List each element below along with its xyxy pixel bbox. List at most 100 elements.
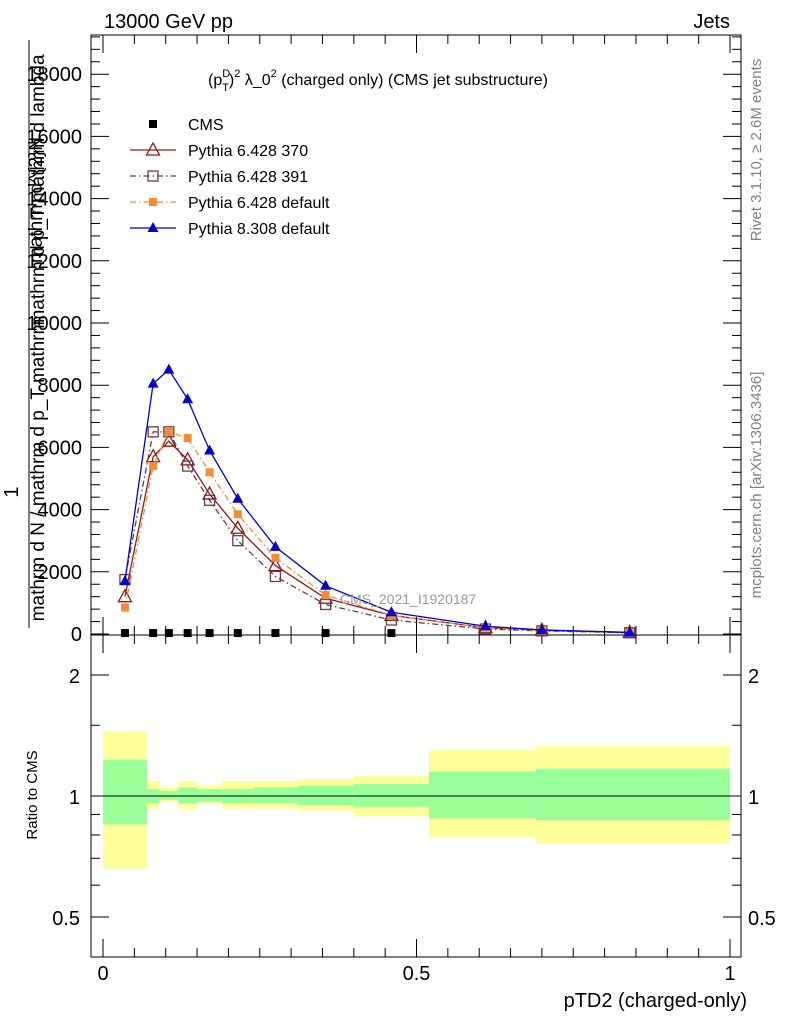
legend-label: Pythia 8.308 default [188, 221, 330, 238]
main-ytick-label: 12000 [26, 251, 82, 273]
ratio-ylabel: Ratio to CMS [24, 750, 41, 839]
title-part-g: 2 [271, 68, 277, 80]
data-point [147, 377, 159, 388]
main-ytick-label: 8000 [38, 375, 83, 397]
data-point [164, 427, 173, 436]
main-ytick-label: 0 [71, 624, 82, 646]
data-point [183, 434, 192, 443]
ratio-stat-band [253, 787, 298, 804]
series-pythia-8-308-default [119, 363, 636, 637]
main-ylabel: mathrm d^{2}N mathrm d p_T mathrm d lamb… [1, 40, 49, 628]
main-ytick-label: 16000 [26, 126, 82, 148]
data-point [205, 629, 214, 638]
header-jets: Jets [693, 11, 730, 33]
chart-title: (pD T)2 λ_02 (charged only) (CMS jet subs… [208, 68, 548, 94]
legend-entry: Pythia 6.428 391 [130, 169, 308, 186]
legend-label: CMS [188, 117, 224, 134]
data-point [120, 603, 129, 612]
legend-label: Pythia 6.428 370 [188, 143, 308, 160]
main-ytick-label: 10000 [26, 313, 82, 335]
data-point [145, 448, 161, 463]
data-point [320, 579, 332, 590]
data-point [387, 629, 396, 638]
data-point [120, 629, 129, 638]
mcplots-label: mcplots.cern.ch [arXiv:1306.3436] [748, 372, 765, 599]
data-point [271, 553, 280, 562]
data-point [232, 535, 244, 547]
data-point [269, 570, 282, 583]
ylabel-denominator: mathrm d N / mathrm d p_T mathrm [28, 319, 49, 622]
ratio-axis-ticks: 0.5 0.5 1 1 2 2 0 0.5 1 [52, 635, 776, 985]
ylabel-numerator-1: mathrm d^{2}N [26, 137, 47, 263]
title-part-a: (p [208, 72, 222, 89]
data-point [319, 598, 332, 611]
ratio-xtick-label: 0 [97, 963, 108, 985]
data-point [183, 629, 192, 638]
title-part-h: (charged only) (CMS jet substructure) [277, 72, 548, 89]
data-point [230, 519, 246, 534]
data-point [267, 557, 284, 572]
main-ytick-label: 2000 [38, 562, 83, 584]
main-ytick-label: 4000 [38, 500, 83, 522]
ratio-stat-band [297, 785, 354, 805]
ratio-ytick-label: 2 [69, 666, 80, 688]
title-part-e: 2 [234, 68, 240, 80]
legend-entry: Pythia 6.428 default [130, 195, 330, 212]
data-point [147, 426, 159, 438]
legend-entry: CMS [149, 117, 224, 134]
data-point [163, 363, 175, 374]
data-point [205, 468, 214, 477]
legend-marker [147, 222, 159, 232]
analysis-watermark: CMS_2021_I1920187 [340, 591, 476, 607]
ylabel-numerator-2: mathrm d p_T mathrm d lambda [28, 54, 49, 325]
title-part-d: ) [229, 72, 234, 89]
ratio-stat-band [178, 787, 198, 804]
main-ytick-label: 6000 [38, 437, 83, 459]
data-point [181, 460, 194, 472]
data-point [203, 494, 216, 506]
data-point [149, 462, 158, 471]
data-point [117, 588, 133, 603]
header-energy: 13000 GeV pp [104, 11, 233, 33]
ratio-stat-band [103, 759, 147, 825]
data-point [201, 485, 218, 500]
data-point [321, 629, 330, 638]
legend-entry: Pythia 8.308 default [130, 221, 330, 238]
ratio-xtick-label: 1 [724, 963, 735, 985]
ratio-stat-band [535, 768, 730, 821]
data-point [149, 629, 158, 638]
legend-entry: Pythia 6.428 370 [130, 141, 308, 160]
data-point [624, 626, 636, 637]
xlabel: pTD2 (charged-only) [564, 990, 747, 1012]
ratio-stat-band [429, 771, 536, 819]
ratio-ytick-label: 1 [69, 787, 80, 809]
legend-marker [147, 170, 159, 182]
rivet-label: Rivet 3.1.10, ≥ 2.6M events [748, 59, 765, 242]
legend: CMS Pythia 6.428 370 Pythia 6.428 391 Pythi… [130, 117, 330, 238]
data-point [269, 540, 281, 551]
data-point [119, 575, 131, 586]
ratio-ytick-label: 0.5 [52, 908, 80, 930]
ratio-ytick-label-right: 2 [748, 666, 759, 688]
series-line [124, 431, 630, 634]
main-ytick-label: 14000 [26, 189, 82, 211]
ratio-stat-band [353, 784, 430, 807]
ratio-xtick-label: 0.5 [403, 963, 431, 985]
title-part-c: T [222, 82, 229, 94]
data-point [204, 444, 216, 455]
legend-marker [145, 141, 161, 156]
title-part-f: λ_0 [240, 72, 270, 89]
data-point [536, 623, 548, 634]
data-point [163, 426, 175, 438]
series-group [117, 363, 638, 639]
data-point [164, 629, 173, 638]
main-ytick-label: 18000 [26, 64, 82, 86]
data-point [233, 629, 242, 638]
ylabel-prefix: 1 [1, 486, 23, 497]
legend-marker [149, 198, 157, 206]
ratio-ytick-label-right: 1 [748, 787, 759, 809]
data-point [161, 432, 177, 447]
legend-marker [149, 120, 157, 128]
ratio-stat-band [197, 789, 223, 802]
